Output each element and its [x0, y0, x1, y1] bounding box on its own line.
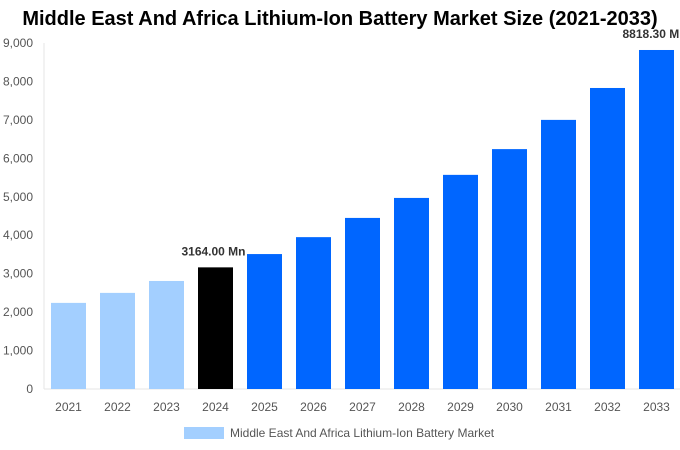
bar-2022 [100, 292, 135, 389]
bar-2031 [541, 119, 576, 389]
bar-2028 [394, 197, 429, 389]
y-tick-label: 6,000 [3, 151, 33, 165]
x-tick-label: 2033 [643, 400, 670, 414]
x-tick-label: 2032 [594, 400, 621, 414]
x-tick-label: 2031 [545, 400, 572, 414]
y-tick-label: 8,000 [3, 74, 33, 88]
legend[interactable]: Middle East And Africa Lithium-Ion Batte… [184, 426, 494, 440]
legend-label: Middle East And Africa Lithium-Ion Batte… [230, 426, 495, 440]
x-tick-label: 2023 [153, 400, 180, 414]
x-tick-label: 2024 [202, 400, 229, 414]
x-tick-label: 2027 [349, 400, 376, 414]
bar-2024 [198, 267, 233, 389]
bar-2029 [443, 174, 478, 389]
x-tick-label: 2028 [398, 400, 425, 414]
y-tick-label: 2,000 [3, 305, 33, 319]
bar-2030 [492, 149, 527, 389]
y-tick-label: 7,000 [3, 113, 33, 127]
data-label: 3164.00 Mn [181, 244, 245, 258]
x-tick-label: 2022 [104, 400, 131, 414]
bar-2027 [345, 217, 380, 389]
y-tick-label: 5,000 [3, 190, 33, 204]
y-tick-label: 9,000 [3, 36, 33, 50]
y-tick-label: 3,000 [3, 267, 33, 281]
x-tick-label: 2025 [251, 400, 278, 414]
y-tick-label: 4,000 [3, 228, 33, 242]
x-tick-label: 2021 [55, 400, 82, 414]
bar-2033 [639, 49, 674, 390]
x-tick-label: 2026 [300, 400, 327, 414]
bar-2032 [590, 87, 625, 389]
x-tick-label: 2029 [447, 400, 474, 414]
bar-2021 [51, 302, 86, 389]
bar-2026 [296, 237, 331, 389]
x-tick-label: 2030 [496, 400, 523, 414]
data-label: 8818.30 Mn [623, 27, 680, 41]
bar-2023 [149, 280, 184, 389]
y-tick-label: 1,000 [3, 344, 33, 358]
y-tick-label: 0 [26, 382, 33, 396]
bar-2025 [247, 254, 282, 389]
chart-title: Middle East And Africa Lithium-Ion Batte… [22, 8, 658, 30]
legend-swatch [184, 427, 224, 439]
